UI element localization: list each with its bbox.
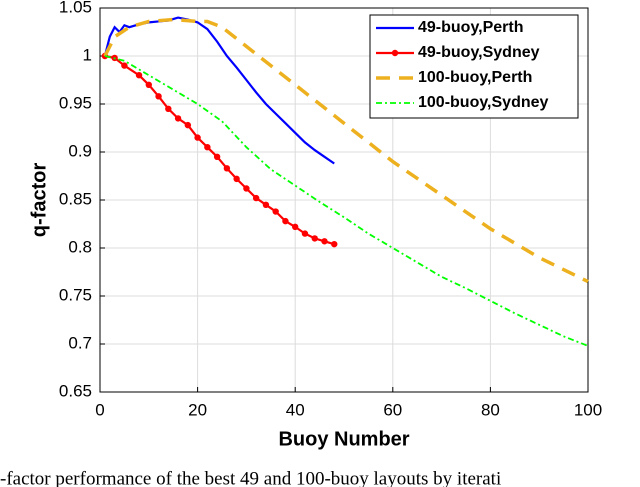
x-axis-label: Buoy Number (278, 428, 409, 450)
point (174, 115, 182, 122)
y-tick-label: 0.7 (68, 333, 92, 352)
point (243, 185, 250, 192)
y-tick-label: 0.65 (59, 381, 92, 400)
point (252, 194, 260, 202)
y-tick-label: 1 (83, 45, 92, 64)
y-tick-label: 0.8 (68, 237, 92, 256)
point (165, 105, 172, 113)
point (311, 235, 318, 242)
y-tick-label: 0.85 (59, 189, 92, 208)
x-tick-label: 20 (188, 400, 207, 419)
x-tick-label: 40 (286, 400, 305, 419)
legend-label: 49-buoy,Perth (418, 19, 524, 36)
axes-box (99, 7, 589, 393)
point (301, 230, 309, 237)
point (331, 240, 338, 248)
point (233, 175, 240, 183)
point (145, 81, 152, 89)
y-tick-label: 0.95 (59, 93, 92, 112)
y-tick-label: 0.9 (68, 141, 92, 160)
point (292, 223, 299, 231)
legend-label: 49-buoy,Sydney (418, 44, 540, 61)
series-line (103, 16, 335, 165)
point (272, 208, 279, 215)
y-axis-label: q-factor (28, 163, 50, 238)
caption: -factor performance of the best 49 and 1… (0, 468, 501, 487)
point (184, 121, 192, 129)
point (121, 62, 128, 69)
point (223, 165, 231, 172)
series-line (104, 55, 589, 347)
point (321, 238, 328, 245)
point (194, 134, 201, 141)
point (155, 93, 162, 100)
legend-marker (391, 49, 399, 57)
point (135, 72, 143, 79)
point (262, 201, 270, 208)
point (282, 217, 289, 225)
legend-box (369, 14, 579, 119)
legend-label: 100-buoy,Perth (418, 69, 532, 86)
legend-label: 100-buoy,Sydney (418, 94, 549, 111)
x-tick-label: 60 (383, 400, 402, 419)
point (213, 153, 221, 160)
y-tick-label: 0.75 (59, 285, 92, 304)
y-tick-label: 1.05 (59, 0, 92, 16)
x-tick-label: 80 (481, 400, 500, 419)
x-tick-label: 100 (574, 400, 602, 419)
point (204, 144, 211, 151)
series-line (103, 17, 589, 284)
x-tick-label: 0 (95, 400, 104, 419)
